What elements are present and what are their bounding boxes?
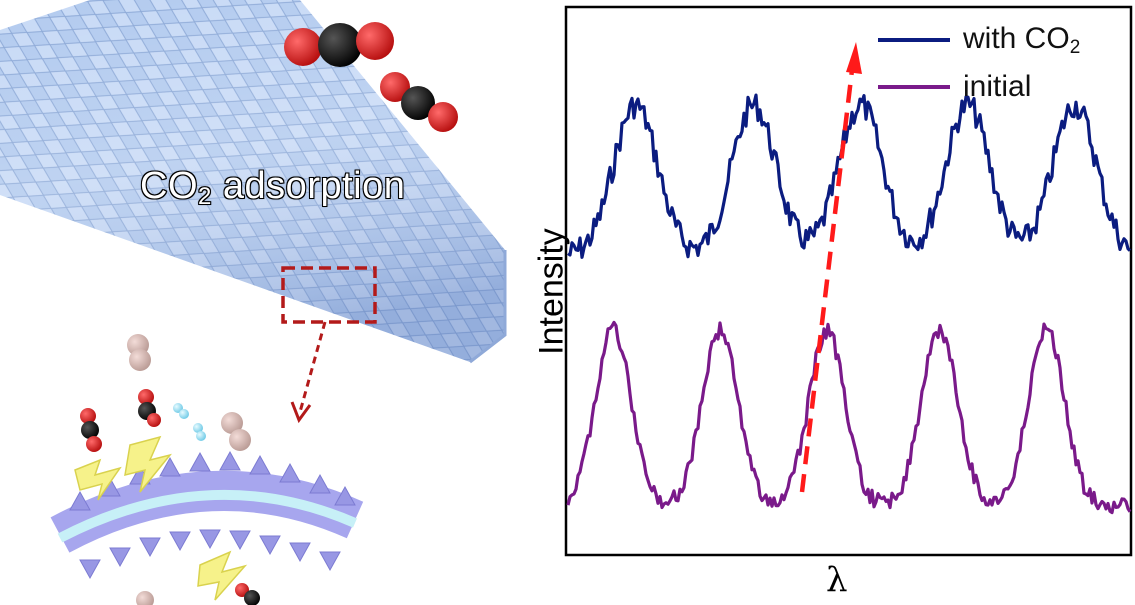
plot-frame	[564, 5, 1133, 557]
h2-molecule	[173, 403, 206, 441]
series-line-with-co2	[567, 93, 1132, 259]
nanotube-illustration	[0, 0, 507, 605]
n2-molecule	[221, 412, 251, 451]
series-line-initial	[566, 320, 1132, 515]
nanotube	[0, 0, 507, 364]
x-axis-label: λ	[826, 560, 848, 600]
legend-label-with-co2: with CO2	[963, 22, 1081, 58]
lightning-icon	[74, 435, 248, 601]
y-axis-label: Intensity	[532, 228, 571, 355]
n2-molecule	[127, 334, 151, 371]
shift-arrow	[799, 42, 862, 493]
co2-molecule-small	[235, 583, 260, 605]
n2-molecule	[136, 591, 154, 605]
co2-molecule	[284, 22, 394, 67]
legend-label-initial: initial	[963, 70, 1032, 103]
co2-molecule-small	[138, 389, 161, 427]
zoom-box	[281, 266, 377, 324]
co2-molecule-small	[80, 408, 102, 452]
membrane-detail	[50, 450, 364, 580]
zoom-arrow	[298, 321, 327, 413]
co2-molecule	[380, 72, 458, 132]
co2-adsorption-label: CO2 adsorption	[139, 164, 406, 211]
